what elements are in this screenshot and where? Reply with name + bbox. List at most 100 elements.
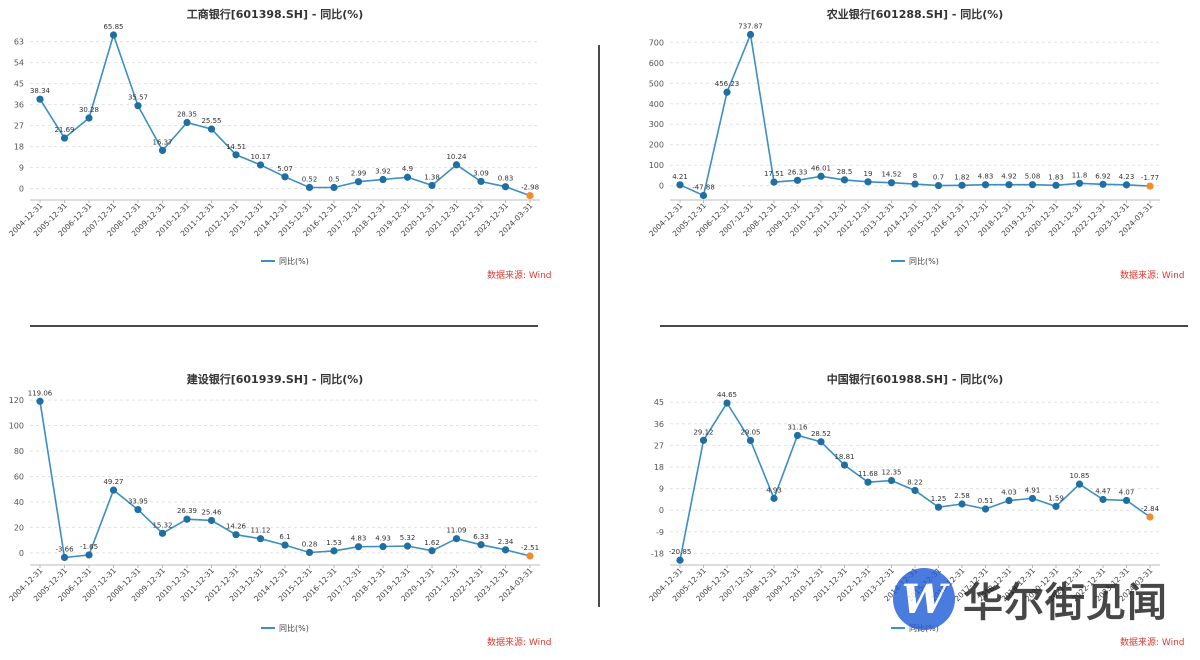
data-point[interactable]	[85, 114, 93, 122]
data-label: -1.77	[1141, 174, 1159, 182]
data-label: 456.23	[715, 80, 740, 88]
data-point[interactable]	[501, 183, 510, 191]
data-point[interactable]	[840, 461, 849, 469]
data-point[interactable]	[85, 551, 93, 559]
data-point[interactable]	[183, 515, 191, 523]
data-point[interactable]	[934, 503, 943, 511]
data-point[interactable]	[256, 161, 265, 169]
data-point[interactable]	[770, 178, 778, 186]
data-point[interactable]	[1075, 480, 1084, 488]
data-point[interactable]	[1075, 179, 1084, 187]
data-point[interactable]	[281, 541, 289, 549]
data-point[interactable]	[1122, 496, 1131, 505]
data-point[interactable]	[232, 151, 240, 159]
data-point[interactable]	[109, 486, 118, 494]
data-point[interactable]	[864, 178, 872, 186]
data-point[interactable]	[403, 173, 412, 181]
data-point[interactable]	[817, 438, 825, 446]
data-point[interactable]	[676, 556, 684, 564]
data-point[interactable]	[1122, 181, 1131, 189]
legend-label[interactable]: 同比(%)	[279, 623, 309, 633]
data-point[interactable]	[1052, 502, 1060, 510]
y-tick-label: 0	[19, 185, 24, 194]
data-point[interactable]	[281, 173, 289, 181]
data-point[interactable]	[817, 172, 825, 180]
divider-center	[598, 45, 600, 607]
data-label: 4.07	[1119, 488, 1135, 496]
data-point[interactable]	[109, 31, 118, 39]
data-point[interactable]	[477, 541, 485, 549]
data-point[interactable]	[1099, 180, 1107, 188]
data-point[interactable]	[526, 192, 534, 200]
data-point[interactable]	[958, 181, 966, 189]
data-point[interactable]	[526, 552, 534, 560]
data-point[interactable]	[864, 478, 872, 486]
data-point[interactable]	[452, 161, 461, 169]
data-point[interactable]	[36, 397, 44, 405]
data-label: 28.52	[811, 430, 831, 438]
data-label: 2.34	[498, 538, 514, 546]
data-point[interactable]	[232, 531, 240, 539]
data-point[interactable]	[723, 399, 731, 407]
data-point[interactable]	[134, 102, 142, 110]
data-point[interactable]	[330, 183, 338, 192]
data-point[interactable]	[887, 476, 896, 485]
data-point[interactable]	[403, 542, 412, 550]
data-point[interactable]	[1028, 181, 1037, 189]
data-point[interactable]	[699, 436, 708, 444]
data-point[interactable]	[477, 177, 485, 186]
data-point[interactable]	[981, 181, 990, 189]
data-label: 4.93	[375, 535, 391, 543]
data-point[interactable]	[676, 181, 684, 189]
data-point[interactable]	[934, 181, 943, 190]
data-label: 10.24	[446, 153, 467, 161]
data-point[interactable]	[354, 543, 363, 551]
data-point[interactable]	[354, 178, 363, 186]
data-point[interactable]	[1146, 182, 1154, 190]
data-label: 8	[913, 172, 917, 180]
data-point[interactable]	[379, 175, 387, 184]
data-point[interactable]	[428, 547, 436, 555]
data-point[interactable]	[911, 486, 919, 495]
chart-title: 工商银行[601398.SH] - 同比(%)	[187, 7, 364, 21]
data-point[interactable]	[1005, 496, 1013, 505]
data-point[interactable]	[60, 134, 69, 142]
legend-label[interactable]: 同比(%)	[279, 256, 309, 266]
data-point[interactable]	[746, 30, 755, 39]
data-point[interactable]	[1052, 181, 1060, 189]
data-label: 38.34	[30, 87, 51, 95]
data-point[interactable]	[840, 176, 849, 184]
data-point[interactable]	[887, 179, 896, 187]
data-point[interactable]	[699, 191, 708, 200]
data-point[interactable]	[793, 431, 802, 440]
data-point[interactable]	[1099, 495, 1107, 504]
data-point[interactable]	[183, 118, 191, 127]
data-point[interactable]	[958, 500, 966, 508]
data-point[interactable]	[1146, 513, 1154, 521]
data-point[interactable]	[330, 547, 338, 555]
data-point[interactable]	[379, 542, 387, 551]
data-point[interactable]	[1028, 494, 1037, 503]
legend-label[interactable]: 同比(%)	[909, 256, 939, 266]
data-point[interactable]	[911, 180, 919, 188]
data-point[interactable]	[428, 181, 436, 190]
data-point[interactable]	[305, 548, 314, 557]
data-point[interactable]	[158, 146, 167, 155]
data-point[interactable]	[723, 88, 731, 96]
data-point[interactable]	[134, 506, 142, 514]
data-point[interactable]	[60, 553, 69, 562]
data-point[interactable]	[746, 436, 755, 445]
data-point[interactable]	[501, 546, 510, 554]
data-point[interactable]	[793, 176, 802, 184]
data-point[interactable]	[207, 516, 216, 525]
data-point[interactable]	[452, 535, 461, 543]
data-point[interactable]	[36, 95, 44, 103]
data-point[interactable]	[305, 183, 314, 192]
data-point[interactable]	[981, 505, 990, 513]
data-point[interactable]	[207, 125, 216, 133]
chart-svg-ccb: 建设银行[601939.SH] - 同比(%)02040608010012020…	[7, 372, 551, 648]
data-point[interactable]	[770, 494, 778, 502]
data-point[interactable]	[158, 529, 167, 537]
data-point[interactable]	[1005, 181, 1013, 189]
data-point[interactable]	[256, 535, 265, 543]
